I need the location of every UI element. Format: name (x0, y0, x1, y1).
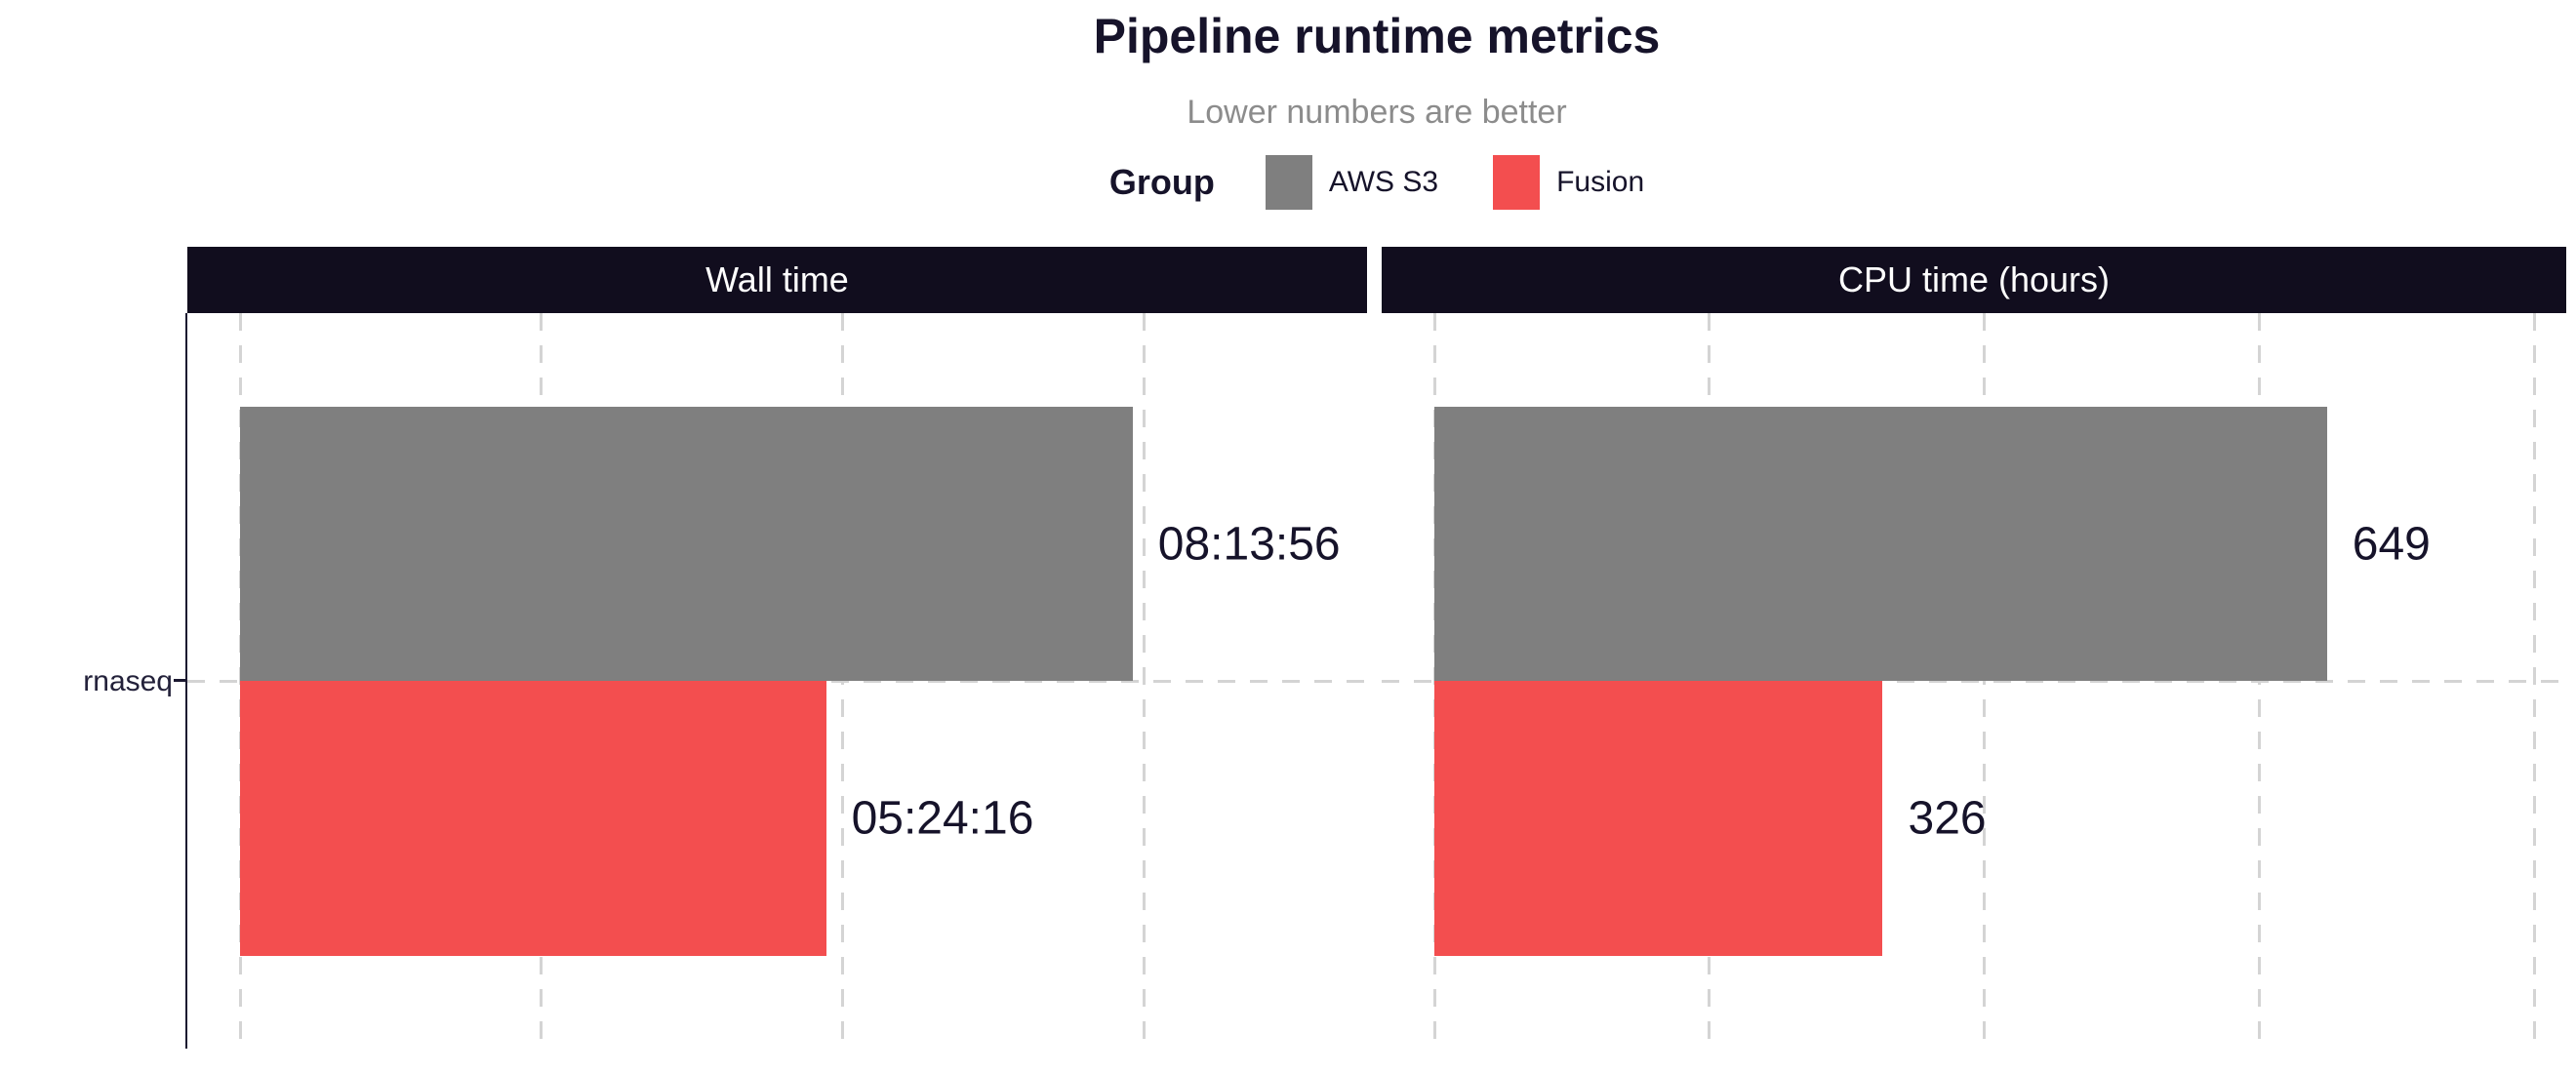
legend-label-aws-s3: AWS S3 (1328, 166, 1439, 198)
legend-label-fusion: Fusion (1556, 166, 1645, 198)
bar-aws-s3 (1434, 407, 2327, 681)
plot-area-wall-time: 08:13:56 05:24:16 (187, 313, 1367, 1049)
facet-panel-cpu-time: CPU time (hours) 649 326 (1382, 247, 2566, 1049)
major-gridline (840, 313, 844, 1049)
facet-strip-cpu-time: CPU time (hours) (1382, 247, 2566, 313)
chart-title: Pipeline runtime metrics (1093, 9, 1661, 63)
bar-aws-s3 (240, 407, 1133, 681)
major-gridline (2258, 313, 2262, 1049)
legend-swatch-aws-s3 (1265, 155, 1312, 210)
facet-panel-wall-time: Wall time 08:13:56 05:24:16 (187, 247, 1367, 1049)
legend-swatch-fusion (1493, 155, 1541, 210)
facet-strip-wall-time: Wall time (187, 247, 1367, 313)
plot-area-cpu-time: 649 326 (1382, 313, 2566, 1049)
y-axis-tick (174, 679, 187, 682)
bar-value-label: 326 (1908, 792, 1987, 844)
category-gridline (1382, 679, 2566, 683)
legend-item-fusion: Fusion (1493, 155, 1644, 210)
bar-value-label: 05:24:16 (851, 792, 1034, 844)
legend-item-aws-s3: AWS S3 (1265, 155, 1439, 210)
bar-fusion (1434, 681, 1883, 956)
major-gridline (1983, 313, 1987, 1049)
legend: Group AWS S3 Fusion (187, 152, 2566, 213)
chart-subtitle: Lower numbers are better (1187, 94, 1567, 131)
y-axis-category-label: rnaseq (83, 665, 173, 697)
bar-value-label: 649 (2352, 518, 2431, 570)
major-gridline (2533, 313, 2537, 1049)
major-gridline (1142, 313, 1146, 1049)
legend-title: Group (1108, 162, 1215, 202)
bar-value-label: 08:13:56 (1157, 518, 1341, 570)
bar-fusion (240, 681, 826, 956)
